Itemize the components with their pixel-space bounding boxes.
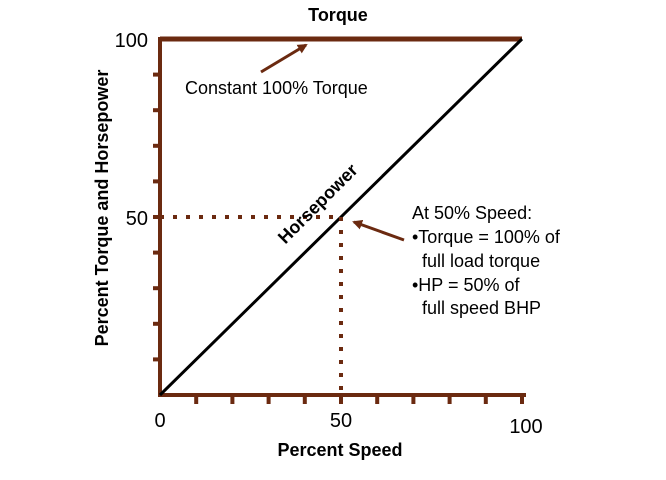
x-tick-label: 100 bbox=[509, 416, 542, 438]
axes-group: 0 50 100 50 100 bbox=[115, 30, 543, 438]
speed-note-line: •Torque = 100% of bbox=[412, 227, 561, 247]
y-tick-label: 100 bbox=[115, 30, 148, 52]
speed-note-line: full load torque bbox=[412, 251, 540, 271]
y-axis-label: Percent Torque and Horsepower bbox=[92, 70, 112, 347]
speed-note-arrow bbox=[352, 220, 405, 242]
speed-note-line: •HP = 50% of bbox=[412, 275, 521, 295]
speed-note: At 50% Speed: •Torque = 100% of full loa… bbox=[412, 203, 561, 318]
speed-note-line: At 50% Speed: bbox=[412, 203, 532, 223]
speed-note-line: full speed BHP bbox=[412, 298, 541, 318]
x-tick-label: 50 bbox=[330, 410, 352, 432]
torque-annotation: Constant 100% Torque bbox=[185, 78, 368, 98]
x-tick-label: 0 bbox=[154, 410, 165, 432]
series-group bbox=[158, 36, 524, 397]
torque-arrow bbox=[260, 43, 308, 74]
chart-title: Torque bbox=[308, 5, 368, 25]
horsepower-line-label: Horsepower bbox=[274, 160, 362, 248]
x-axis-label: Percent Speed bbox=[277, 440, 402, 460]
y-tick-label: 50 bbox=[126, 208, 148, 230]
